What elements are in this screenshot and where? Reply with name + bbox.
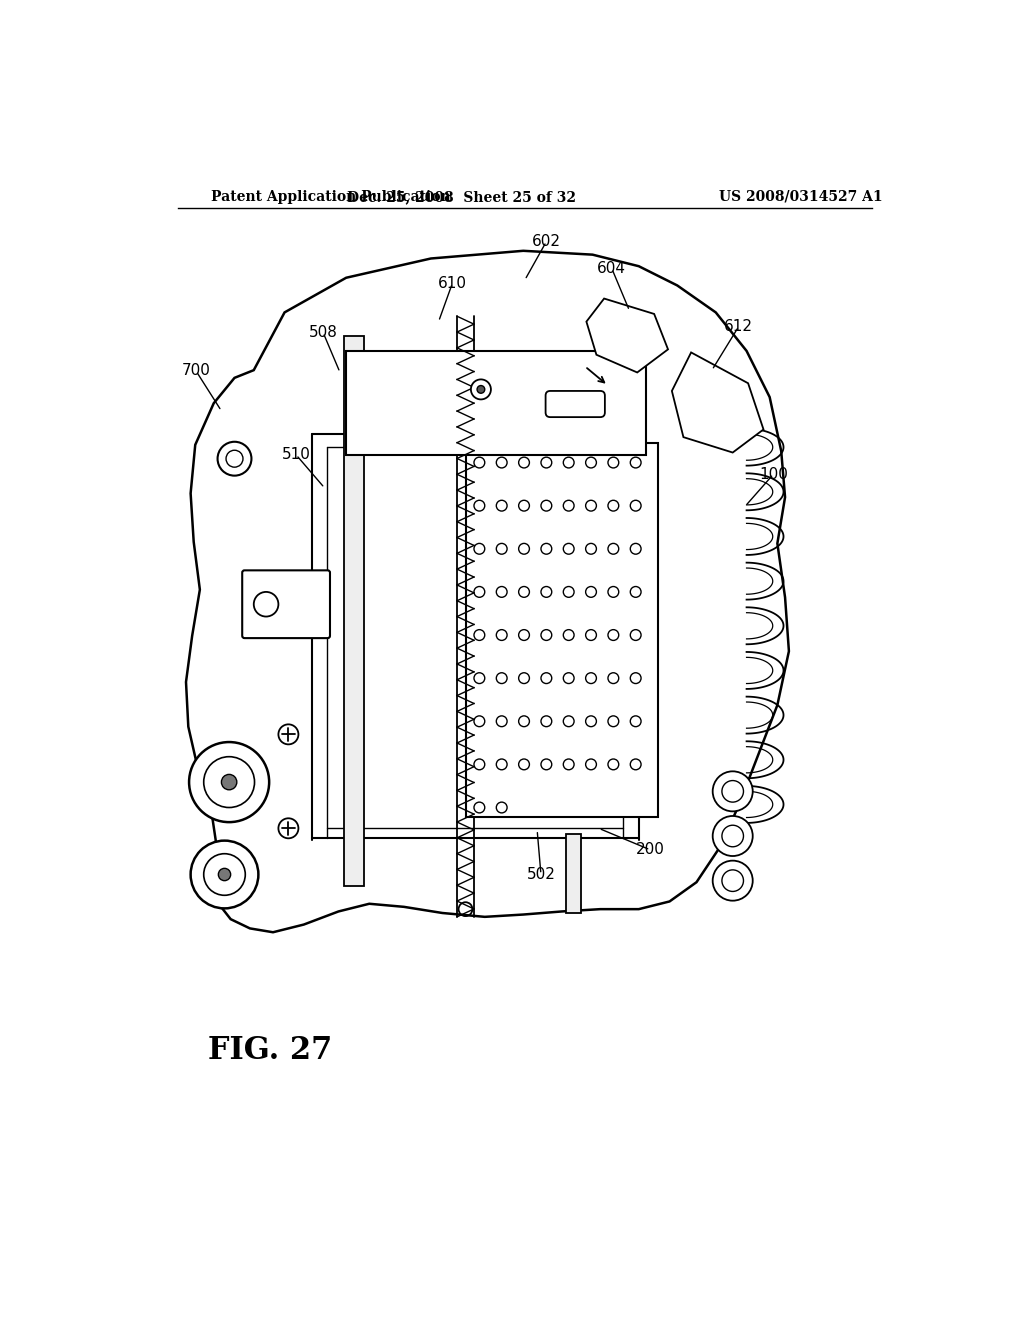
Bar (565, 834, 581, 913)
Polygon shape (587, 298, 668, 372)
Circle shape (221, 775, 237, 789)
Text: 700: 700 (181, 363, 211, 379)
FancyBboxPatch shape (243, 570, 330, 638)
Circle shape (471, 379, 490, 400)
Text: 100: 100 (759, 466, 787, 482)
Circle shape (218, 869, 230, 880)
Circle shape (190, 841, 258, 908)
Text: 502: 502 (526, 867, 555, 882)
Polygon shape (186, 251, 788, 932)
Polygon shape (672, 352, 764, 453)
Text: 510: 510 (282, 447, 310, 462)
Text: FIG. 27: FIG. 27 (208, 1035, 332, 1065)
Text: 604: 604 (597, 261, 627, 276)
Circle shape (713, 816, 753, 857)
Circle shape (217, 442, 252, 475)
Text: 200: 200 (636, 842, 665, 858)
Circle shape (189, 742, 269, 822)
Circle shape (713, 771, 753, 812)
Text: US 2008/0314527 A1: US 2008/0314527 A1 (719, 190, 883, 203)
Text: 508: 508 (308, 325, 338, 341)
Text: Dec. 25, 2008  Sheet 25 of 32: Dec. 25, 2008 Sheet 25 of 32 (347, 190, 577, 203)
Circle shape (477, 385, 484, 393)
Bar (344, 335, 364, 886)
Circle shape (713, 861, 753, 900)
FancyBboxPatch shape (546, 391, 605, 417)
Bar (346, 351, 646, 455)
Text: 612: 612 (724, 318, 754, 334)
Bar (466, 444, 658, 817)
Text: Patent Application Publication: Patent Application Publication (211, 190, 451, 203)
Text: 610: 610 (438, 276, 467, 290)
Text: 602: 602 (531, 234, 561, 249)
